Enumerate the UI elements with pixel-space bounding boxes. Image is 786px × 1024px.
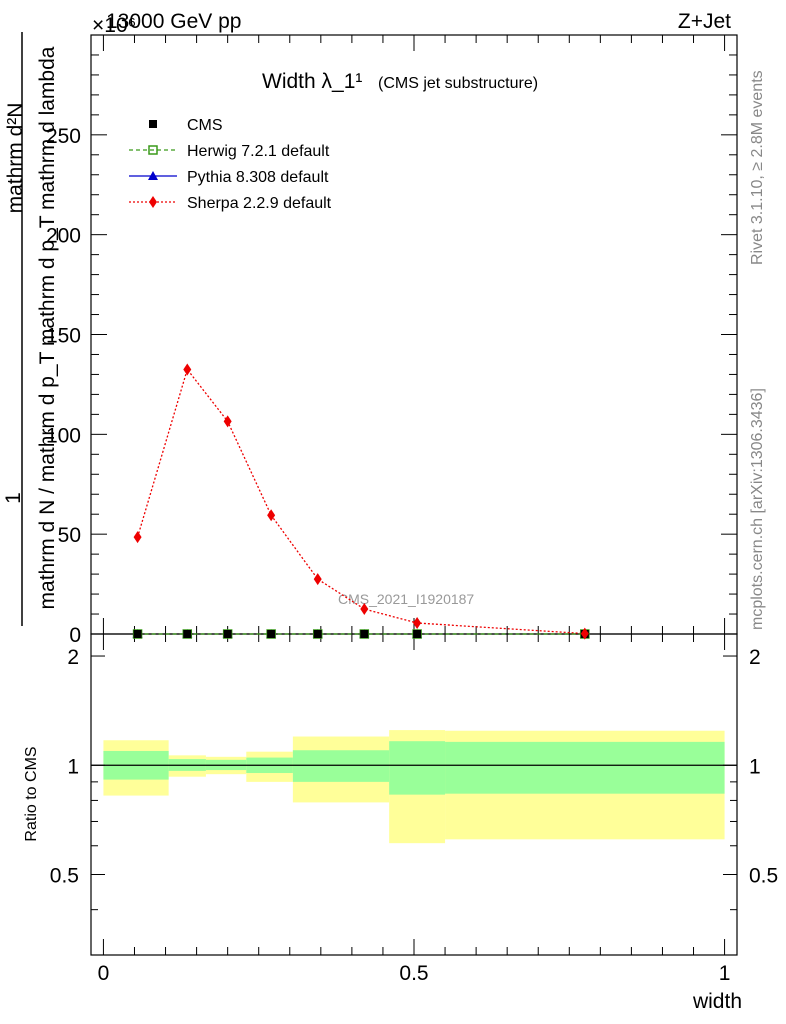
legend-label-cms: CMS [187,117,223,134]
sherpa-point-2 [223,415,232,428]
legend-label-sherpa: Sherpa 2.2.9 default [187,195,332,212]
sherpa-point-1 [183,363,192,376]
ylabel-num: mathrm d²N [4,103,27,214]
process-label: Z+Jet [678,10,731,33]
xtick-label-0: 0 [98,962,110,985]
energy-label: 13000 GeV pp [106,10,241,33]
ylabel-den: mathrm d N / mathrm d p_T mathrm d p_T m… [36,46,59,609]
cms-point-0 [133,630,142,638]
sherpa-point-3 [267,509,276,522]
sherpa-point-5 [360,603,369,616]
legend-marker-cms [149,120,157,128]
sherpa-line [136,368,585,635]
cms-point-1 [183,630,192,638]
sherpa-point-4 [313,573,322,586]
sherpa-point-0 [133,531,142,544]
ratio-band-inner-5 [389,741,446,795]
legend: CMS Herwig 7.2.1 default Pythia 8.308 defa… [129,117,332,212]
ratio-band-inner-4 [292,750,390,782]
legend-marker-herwig [148,145,158,155]
ylabel-one: 1 [2,492,25,504]
ratio-ytick-label-left-2: 2 [67,646,79,669]
title-main: Width λ_1¹ [262,70,362,93]
xtick-label-2: 1 [719,962,731,985]
chart-title: Width λ_1¹ (CMS jet substructure) [262,70,538,93]
main-ytick-label-1: 50 [58,524,81,547]
cms-point-2 [223,630,232,638]
legend-label-pythia: Pythia 8.308 default [187,169,329,186]
legend-marker-sherpa [149,196,157,208]
legend-label-herwig: Herwig 7.2.1 default [187,143,330,160]
xtick-label-1: 0.5 [399,962,428,985]
xlabel: width [692,990,742,1013]
analysis-watermark: CMS_2021_I1920187 [338,591,474,607]
ratio-ytick-label-right-1: 1 [749,755,761,778]
main-ytick-label-4: 200 [46,225,81,248]
legend-marker-pythia [148,171,158,180]
main-ytick-label-0: 0 [69,624,81,647]
ratio-band-inner-6 [445,741,725,794]
cms-point-6 [413,630,422,638]
main-ytick-label-5: 250 [46,125,81,148]
ratio-ytick-label-right-0: 0.5 [749,864,778,887]
ratio-ytick-label-right-2: 2 [749,646,761,669]
main-ytick-label-3: 150 [46,325,81,348]
rivet-label: Rivet 3.1.10, ≥ 2.8M events [749,70,766,265]
ratio-ytick-label-left-1: 1 [67,755,79,778]
main-ytick-label-2: 100 [46,424,81,447]
sherpa-point-7 [580,627,589,640]
cms-point-4 [313,630,322,638]
exponent-label: ×10⁶ [92,14,136,37]
ratio-panel: 0.5 0.51 12 20 0.5 1 [50,35,778,985]
main-panel [132,363,590,640]
ratio-ylabel: Ratio to CMS [23,746,40,841]
sherpa-point-6 [413,617,422,630]
cms-point-3 [267,630,276,638]
ratio-ytick-label-left-0: 0.5 [50,864,79,887]
cms-point-5 [360,630,369,638]
mcplots-label: mcplots.cern.ch [arXiv:1306.3436] [749,388,766,630]
title-note: (CMS jet substructure) [378,75,538,92]
